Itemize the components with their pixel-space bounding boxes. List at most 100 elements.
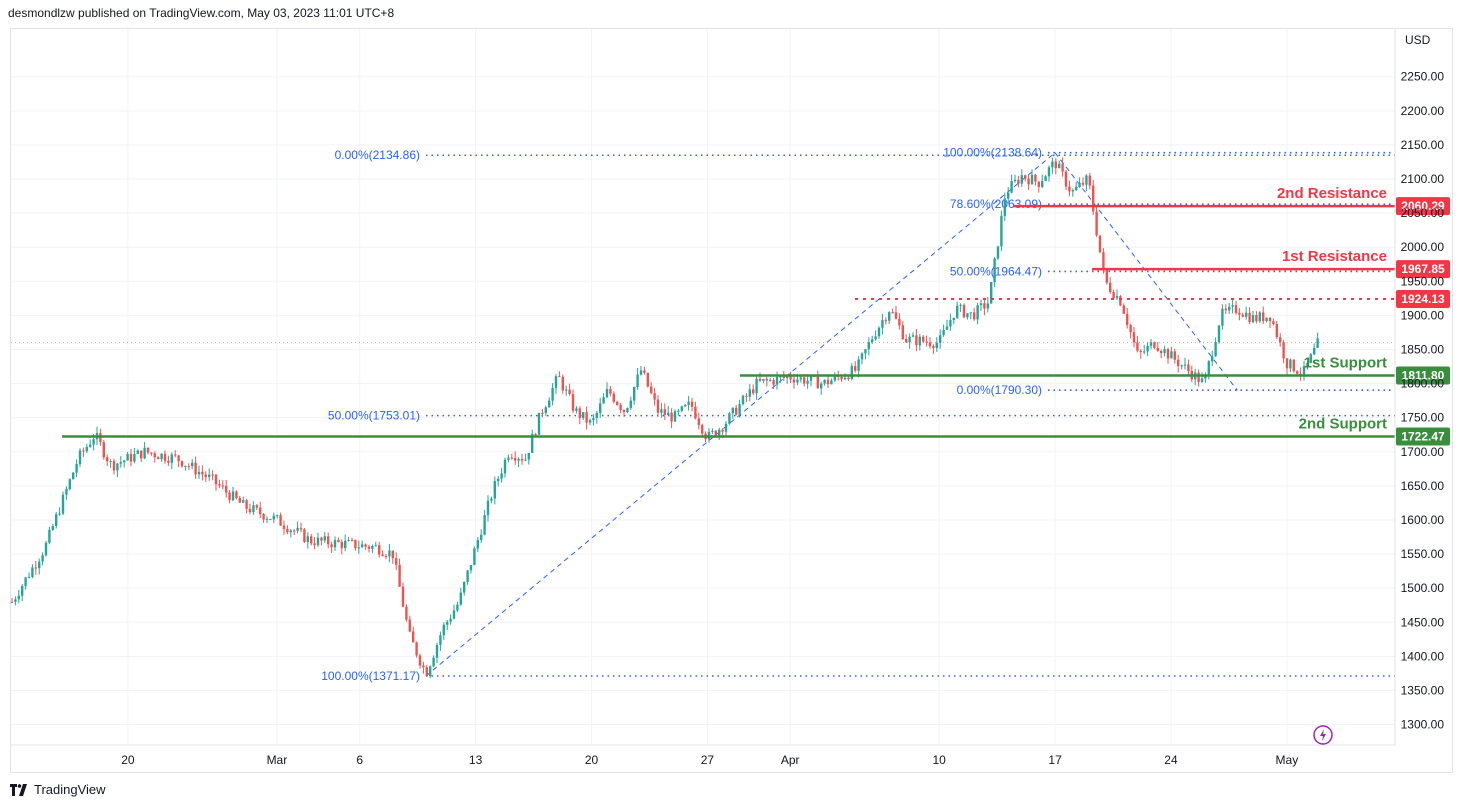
candle-body	[214, 474, 218, 485]
candle-body	[1143, 351, 1146, 353]
candle-body	[748, 389, 751, 397]
time-tick-label: 20	[121, 753, 135, 767]
footer: TradingView	[10, 782, 106, 797]
candle-body	[935, 342, 938, 348]
candle-body	[932, 346, 935, 348]
candle-body	[1187, 364, 1190, 371]
candle-body	[150, 452, 153, 454]
candle-body	[41, 555, 44, 562]
candle-body	[21, 586, 24, 596]
candle-body	[755, 378, 758, 394]
lightning-icon[interactable]	[1313, 725, 1333, 745]
candle-body	[174, 454, 177, 456]
candle-body	[507, 457, 510, 460]
candle-body	[721, 429, 724, 432]
candle-body	[1132, 332, 1136, 343]
candle-body	[313, 543, 316, 546]
price-badge-label: 1967.85	[1401, 262, 1445, 276]
candle-body	[238, 498, 241, 503]
price-tick-label: 1350.00	[1401, 683, 1445, 697]
candle-body	[208, 474, 211, 478]
price-badge	[1396, 289, 1450, 308]
candle-body	[480, 534, 483, 541]
candle-body	[901, 325, 904, 339]
candle-body	[1251, 315, 1255, 323]
candle-body	[503, 459, 507, 474]
price-badge-label: 1811.80	[1402, 369, 1445, 383]
candle-body	[412, 631, 415, 643]
candle-body	[575, 408, 578, 411]
candle-body	[1279, 337, 1282, 343]
candle-body	[48, 529, 51, 543]
candle-body	[945, 326, 949, 330]
price-tick-label: 1550.00	[1401, 547, 1445, 561]
candle-body	[85, 446, 88, 452]
candle-body	[72, 472, 75, 480]
candle-body	[153, 453, 156, 458]
candle-body	[228, 492, 231, 501]
candle-body	[656, 399, 660, 413]
candle-body	[1146, 345, 1149, 352]
candle-body	[979, 303, 983, 306]
candle-body	[1316, 338, 1319, 348]
candle-body	[1177, 359, 1180, 367]
candle-body	[160, 453, 163, 460]
candle-body	[1292, 359, 1295, 372]
candle-body	[969, 312, 972, 314]
candle-body	[602, 397, 605, 404]
candle-body	[510, 457, 513, 459]
candle-body	[823, 379, 826, 384]
candle-body	[639, 370, 643, 375]
candle-body	[476, 540, 479, 549]
candle-body	[847, 377, 850, 380]
time-tick-label: Apr	[781, 753, 800, 767]
candle-body	[299, 528, 303, 530]
candle-body	[996, 246, 1000, 259]
candle-body	[418, 655, 422, 666]
candle-body	[891, 312, 894, 314]
candle-body	[854, 366, 857, 371]
candle-body	[565, 389, 568, 391]
price-tick-label: 1700.00	[1401, 445, 1445, 459]
candle-body	[303, 529, 306, 543]
price-tick-label: 1950.00	[1401, 274, 1445, 288]
candle-body	[1109, 282, 1112, 292]
candle-body	[1051, 161, 1054, 168]
candle-body	[949, 320, 952, 327]
candle-body	[959, 304, 962, 306]
candle-body	[1105, 268, 1108, 283]
candle-body	[493, 481, 496, 499]
candle-body	[31, 567, 34, 578]
publisher-header: desmondlzw published on TradingView.com,…	[8, 6, 395, 20]
candle-body	[225, 485, 228, 493]
candle-body	[490, 498, 493, 501]
candle-body	[68, 479, 71, 489]
candle-body	[272, 515, 275, 520]
candle-body	[1228, 306, 1231, 311]
candle-body	[255, 505, 258, 508]
candle-body	[1207, 361, 1210, 375]
candle-body	[775, 376, 779, 385]
tradingview-logo-icon	[10, 783, 27, 796]
candle-body	[157, 457, 160, 460]
candle-body	[1285, 358, 1289, 369]
candle-body	[221, 485, 224, 487]
candle-body	[561, 376, 564, 391]
candle-body	[690, 401, 694, 407]
candle-body	[55, 514, 58, 527]
candle-body	[191, 462, 194, 467]
candle-body	[534, 434, 537, 436]
candle-body	[765, 379, 768, 381]
candle-body	[1238, 312, 1241, 315]
candle-body	[248, 508, 252, 513]
candle-body	[966, 313, 969, 318]
candle-body	[976, 305, 979, 320]
candle-body	[915, 335, 918, 346]
candle-body	[956, 305, 959, 318]
candle-body	[952, 317, 955, 321]
candle-body	[806, 380, 809, 384]
candle-body	[1265, 317, 1268, 322]
candle-body	[874, 336, 877, 340]
candle-body	[1296, 371, 1299, 374]
